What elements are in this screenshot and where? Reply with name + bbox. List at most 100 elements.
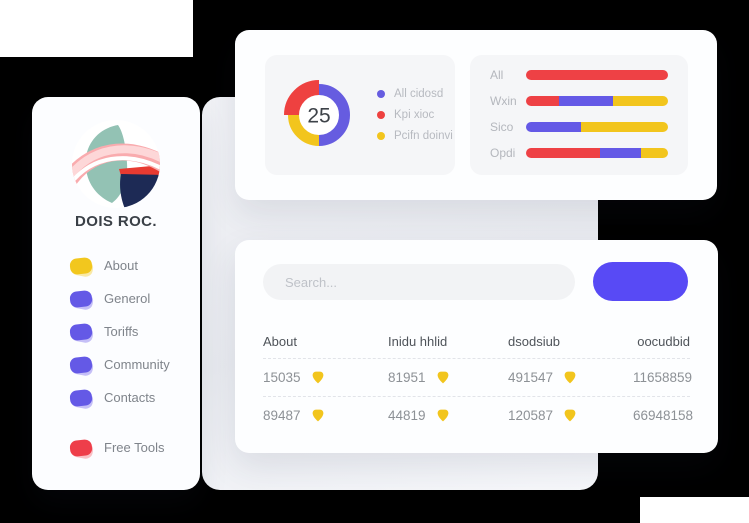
sidebar-item-about[interactable]: About [32, 249, 200, 282]
background-white-block-bottom-right [640, 497, 749, 523]
blob-icon [69, 289, 95, 311]
bar-label: Opdi [490, 146, 516, 160]
shield-icon [437, 371, 448, 384]
donut-chart: 25 [284, 80, 350, 146]
bar-segment [558, 96, 613, 106]
bar-label: Sico [490, 120, 514, 134]
blob-icon [69, 438, 95, 460]
bar-segment [526, 96, 559, 106]
table-cell: 66948158 [633, 408, 693, 423]
table-row: 15035 81951 491547 11658859 [263, 358, 692, 396]
column-header: dsodsiub [508, 333, 561, 349]
legend-label: Kpi xioc [394, 109, 435, 121]
bar-segment [526, 122, 582, 132]
bar-track [526, 122, 668, 132]
search-row [263, 262, 688, 302]
legend-label: Pcifn doinvi [394, 130, 453, 142]
table-row: 89487 44819 120587 66948158 [263, 396, 693, 434]
sidebar-item-label: Toriffs [104, 324, 139, 339]
stats-card: 25 All cidosd Kpi xioc Pcifn doinvi All W… [235, 30, 717, 200]
brand-title: DOIS ROC. [75, 213, 157, 230]
bar-row: All [490, 68, 668, 82]
logo-lightpink-band [72, 145, 160, 183]
donut-hole [298, 94, 340, 136]
search-box[interactable] [263, 264, 575, 300]
bar-track [526, 96, 668, 106]
sidebar-item-label: Contacts [104, 390, 156, 405]
donut-value: 25 [307, 105, 330, 128]
logo-red-wedge [119, 165, 160, 177]
shield-icon [312, 371, 323, 384]
bar-segment [641, 148, 668, 158]
bar-segment [599, 148, 641, 158]
sidebar-item-community[interactable]: Community [32, 348, 200, 381]
sidebar-item-label: About [104, 258, 138, 273]
shield-icon [564, 371, 576, 384]
cell-value: 81951 [388, 370, 426, 385]
donut-arcs [284, 80, 350, 146]
bar-segment [581, 122, 668, 132]
sidebar-nav: About Generol Toriffs Community Contacts… [32, 249, 200, 464]
bar-segment [526, 148, 600, 158]
bar-label: All [490, 68, 504, 82]
sidebar: DOIS ROC. About Generol Toriffs Communit… [32, 97, 200, 490]
legend-item: All cidosd [377, 88, 453, 100]
sidebar-item-free-tools[interactable]: Free Tools [32, 431, 200, 464]
stacked-bars: All Wxin Sico Opdi [490, 68, 668, 160]
donut-segment [288, 114, 320, 146]
cell-value: 15035 [263, 370, 301, 385]
column-header: Inidu hhlid [388, 333, 448, 349]
bar-track [526, 148, 668, 158]
bar-label: Wxin [490, 94, 517, 108]
sidebar-item-contacts[interactable]: Contacts [32, 381, 200, 414]
column-header: About [263, 333, 297, 349]
donut-legend: All cidosd Kpi xioc Pcifn doinvi [377, 88, 453, 142]
bar-row: Wxin [490, 94, 668, 108]
data-table: About Inidu hhlid dsodsiub oocudbid 1503… [263, 324, 693, 434]
donut-segment [318, 84, 350, 146]
blob-icon [69, 388, 95, 410]
table-cell: 491547 [508, 370, 633, 385]
cell-value: 89487 [263, 408, 301, 423]
bar-segment [526, 70, 668, 80]
donut-segment [284, 80, 320, 116]
sidebar-item-generol[interactable]: Generol [32, 282, 200, 315]
blob-icon [69, 322, 95, 344]
logo-image [72, 120, 160, 208]
cell-value: 44819 [388, 408, 426, 423]
bars-panel: All Wxin Sico Opdi [470, 55, 688, 175]
search-input[interactable] [263, 264, 575, 300]
cell-value: 491547 [508, 370, 554, 385]
sidebar-item-toriffs[interactable]: Toriffs [32, 315, 200, 348]
table-cell: 11658859 [633, 370, 692, 385]
background-white-block-top-left [0, 0, 193, 57]
legend-dot [377, 111, 385, 119]
cell-value: 11658859 [633, 370, 693, 385]
donut-panel: 25 All cidosd Kpi xioc Pcifn doinvi [265, 55, 455, 175]
table-header-row: About Inidu hhlid dsodsiub oocudbid [263, 324, 690, 358]
legend-item: Kpi xioc [377, 109, 453, 121]
blob-icon [69, 355, 95, 377]
table-card: About Inidu hhlid dsodsiub oocudbid 1503… [235, 240, 718, 453]
bar-segment [612, 96, 668, 106]
primary-action-button[interactable] [593, 262, 688, 301]
bar-row: Opdi [490, 146, 668, 160]
table-cell: 89487 [263, 408, 388, 423]
sidebar-item-label: Free Tools [104, 440, 165, 455]
blob-icon [69, 256, 95, 278]
logo-navy-wedge [120, 174, 160, 208]
shield-icon [437, 409, 448, 422]
logo-white-band [72, 156, 160, 189]
legend-item: Pcifn doinvi [377, 130, 453, 142]
table-cell: 15035 [263, 370, 388, 385]
legend-dot [377, 90, 385, 98]
column-header: oocudbid [637, 333, 690, 349]
bar-track [526, 70, 668, 80]
brand-logo [71, 119, 161, 209]
legend-label: All cidosd [394, 88, 444, 100]
table-cell: 44819 [388, 408, 508, 423]
table-cell: 120587 [508, 408, 633, 423]
shield-icon [564, 409, 576, 422]
shield-icon [312, 409, 323, 422]
